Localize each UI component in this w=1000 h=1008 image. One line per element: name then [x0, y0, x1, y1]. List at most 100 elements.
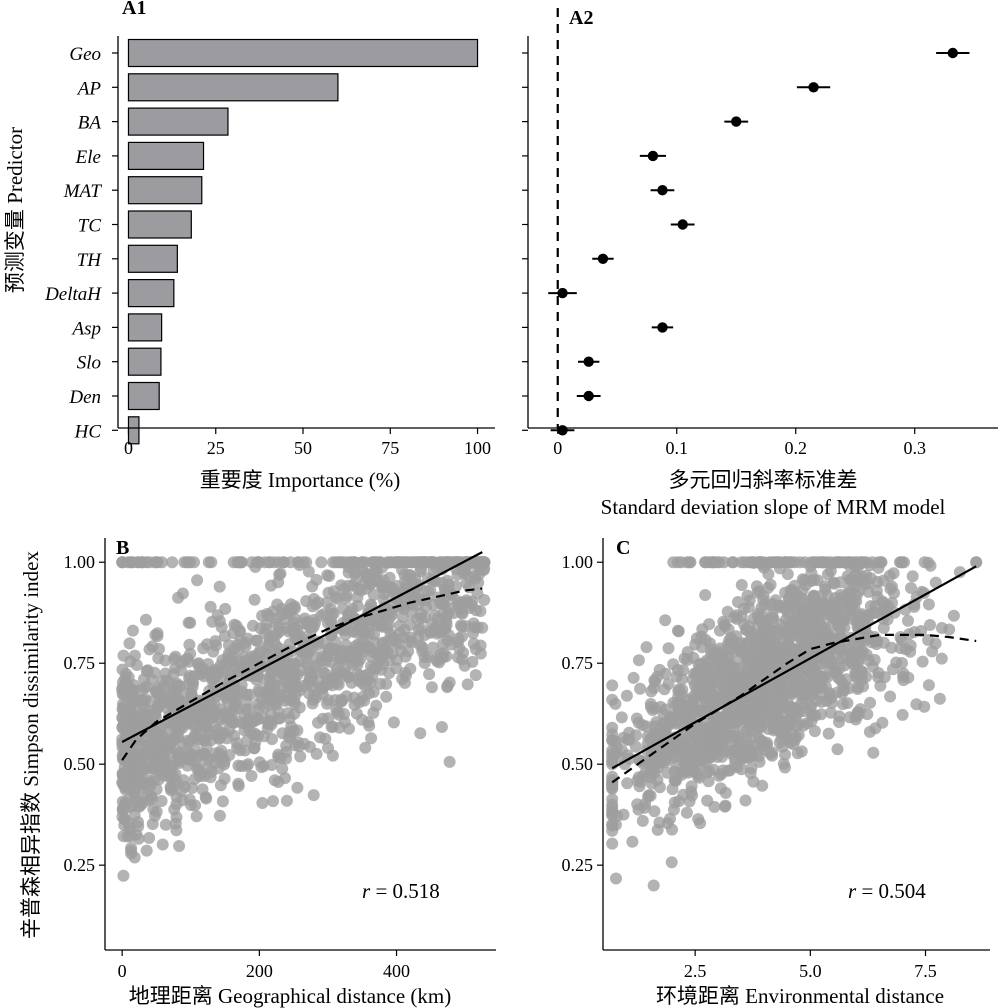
scatter-point [166, 769, 179, 782]
scatter-point [168, 652, 181, 665]
scatter-point [747, 612, 760, 625]
predictor-label-th: TH [77, 250, 103, 271]
scatter-point [203, 696, 216, 708]
scatter-point [216, 654, 229, 667]
scatter-point [713, 713, 726, 726]
b-x-tick-label: 400 [383, 961, 410, 981]
scatter-point [762, 581, 775, 594]
bar-ap [127, 73, 339, 102]
scatter-point [272, 776, 285, 788]
a1-predictor-labels: Geo AP BA Ele MAT TC TH DeltaH Asp Slo Den HC [44, 44, 118, 442]
scatter-point [213, 580, 226, 593]
scatter-point [117, 830, 130, 843]
scatter-point [647, 879, 660, 892]
scatter-point [435, 721, 448, 733]
scatter-point [135, 556, 148, 569]
c-loess-fit-line [611, 633, 977, 784]
panel-label-c: C [616, 537, 630, 559]
scatter-point [265, 759, 278, 771]
scatter-point [239, 640, 252, 653]
predictor-label-tc: TC [78, 216, 102, 237]
scatter-point [666, 823, 678, 836]
scatter-point [359, 741, 372, 754]
scatter-point [293, 701, 306, 714]
scatter-point [124, 682, 137, 695]
scatter-point [629, 740, 642, 753]
scatter-point [134, 799, 147, 812]
bar-ba [127, 107, 229, 136]
scatter-point [822, 727, 835, 740]
scatter-point [139, 613, 152, 626]
scatter-point [166, 556, 179, 569]
scatter-point [662, 642, 675, 655]
scatter-point [156, 838, 169, 851]
scatter-point [434, 561, 447, 574]
scatter-point [191, 574, 204, 587]
predictor-label-den: Den [68, 387, 101, 408]
scatter-point [286, 602, 299, 614]
scatter-point [204, 600, 217, 613]
scatter-point [365, 732, 378, 745]
c-y-ticks: 0.25 0.50 0.75 1.00 [562, 552, 603, 875]
scatter-point [859, 610, 872, 623]
scatter-point [302, 565, 315, 578]
scatter-point [216, 751, 229, 764]
scatter-point [815, 673, 828, 686]
c-y-tick-label: 0.50 [562, 754, 594, 774]
scatter-point [342, 670, 355, 683]
scatter-point [187, 676, 200, 689]
scatter-point [776, 642, 788, 655]
scatter-point [406, 598, 419, 611]
a2-points [548, 47, 970, 436]
scatter-point [814, 617, 827, 630]
scatter-point [617, 808, 630, 821]
scatter-point [887, 567, 900, 580]
scatter-point [123, 817, 136, 830]
scatter-point [189, 719, 202, 732]
scatter-point [852, 708, 865, 721]
scatter-point [443, 755, 456, 768]
scatter-point [922, 598, 935, 611]
a2-x-tick-label: 0.1 [665, 438, 688, 458]
b-x-tick-label: 200 [246, 961, 273, 981]
scatter-point [283, 726, 296, 738]
scatter-point [779, 761, 791, 774]
scatter-point [116, 733, 129, 746]
scatter-point [953, 566, 966, 579]
scatter-point [671, 663, 684, 676]
scatter-point [301, 630, 313, 643]
scatter-point [767, 634, 780, 647]
scatter-point [725, 729, 738, 742]
scatter-point [825, 656, 838, 669]
scatter-point [827, 576, 840, 589]
scatter-point [234, 744, 247, 757]
scatter-point [460, 596, 473, 609]
scatter-point [198, 770, 211, 782]
scatter-point [235, 556, 248, 569]
scatter-point [469, 669, 482, 682]
a2-x-tick-label: 0.2 [784, 438, 807, 458]
scatter-point [248, 715, 260, 728]
scatter-point [947, 609, 960, 622]
scatter-point [143, 832, 156, 844]
scatter-point [922, 679, 935, 692]
scatter-point [125, 556, 138, 569]
scatter-point [471, 621, 484, 634]
scatter-point [248, 727, 261, 740]
scatter-point [655, 718, 668, 731]
scatter-point [291, 781, 304, 794]
scatter-point [169, 692, 182, 705]
scatter-point [896, 708, 909, 721]
scatter-point [396, 611, 409, 624]
bar-tc [127, 210, 192, 239]
scatter-point [216, 795, 229, 808]
scatter-point [723, 690, 736, 703]
scatter-point [871, 591, 884, 603]
scatter-point [152, 652, 165, 665]
scatter-point [467, 637, 480, 650]
scatter-point [288, 628, 301, 641]
scatter-point [307, 620, 320, 633]
scatter-point [340, 592, 353, 605]
scatter-point [687, 651, 700, 664]
